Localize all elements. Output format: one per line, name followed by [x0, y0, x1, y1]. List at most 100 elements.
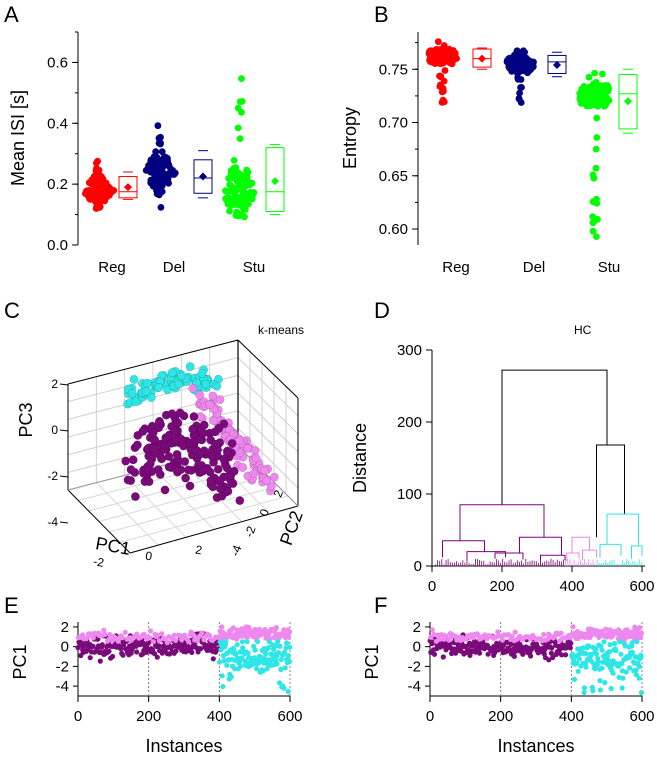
- cube-edge: [129, 505, 299, 554]
- instance-point-cyan: [610, 658, 616, 664]
- cluster-purple-point: [138, 426, 148, 436]
- x-tick-label: Reg: [442, 259, 470, 276]
- z-tick-label: 0: [51, 423, 58, 437]
- instance-point-purple: [120, 652, 126, 658]
- data-point: [248, 179, 256, 187]
- instance-point-cyan: [583, 650, 589, 657]
- y-tick-label: 0.75: [379, 61, 408, 78]
- cluster-pink-point: [250, 446, 260, 456]
- y-tick-label: 0.2: [47, 176, 68, 193]
- cluster-purple-point: [171, 464, 181, 474]
- cluster-purple-point: [219, 419, 229, 429]
- cluster-cyan-point: [212, 381, 222, 391]
- instance-point-cyan: [619, 685, 625, 691]
- instance-point-purple: [210, 656, 216, 662]
- data-point: [234, 124, 242, 132]
- data-point: [453, 55, 460, 62]
- instance-point-pink: [147, 635, 153, 641]
- y-tick-label: 0: [413, 639, 421, 656]
- x-tick-label: Stu: [243, 259, 266, 276]
- instance-point-pink: [219, 624, 225, 630]
- instance-point-purple: [463, 643, 469, 649]
- instance-point-pink: [429, 627, 435, 633]
- dendrogram-link: [582, 549, 597, 561]
- instance-point-cyan: [592, 666, 598, 672]
- instance-point-cyan: [285, 653, 291, 659]
- instance-point-purple: [549, 645, 555, 651]
- data-point: [593, 199, 601, 207]
- instance-point-cyan: [633, 667, 639, 673]
- data-point: [521, 48, 528, 56]
- data-point: [589, 100, 596, 107]
- cluster-purple-point: [160, 485, 170, 495]
- instance-point-cyan: [634, 639, 640, 645]
- data-point: [241, 192, 249, 200]
- instance-point-cyan: [224, 662, 230, 668]
- cluster-purple-point: [132, 440, 142, 450]
- instance-point-cyan: [221, 658, 227, 664]
- data-point: [96, 188, 104, 195]
- instance-point-purple: [173, 648, 179, 654]
- y-tick-label: -4: [228, 543, 245, 558]
- instance-point-pink: [172, 637, 179, 644]
- data-point: [247, 189, 255, 196]
- y-tick-label: 0.0: [47, 237, 68, 254]
- instance-point-cyan: [254, 666, 260, 672]
- x-tick-label: 200: [136, 708, 161, 725]
- cluster-purple-point: [170, 436, 180, 446]
- panel-e: PC1 Instances 2 0 -2 -4 0 200 400 600: [10, 619, 303, 756]
- data-point: [515, 95, 523, 102]
- panel-b-ylabel: Entropy: [340, 107, 360, 169]
- cluster-pink-point: [269, 472, 279, 482]
- instance-point-purple: [511, 653, 517, 660]
- data-point: [238, 108, 245, 116]
- data-point: [104, 183, 112, 191]
- instance-point-purple: [440, 654, 446, 660]
- x-tick-label: 0: [144, 549, 153, 564]
- instance-point-pink: [512, 629, 518, 635]
- cluster-purple-point: [123, 475, 133, 485]
- instance-point-pink: [437, 636, 443, 642]
- instance-point-pink: [431, 631, 437, 638]
- x-tick-label: 600: [277, 708, 302, 725]
- instance-point-cyan: [598, 643, 604, 649]
- panel-letter-a: A: [4, 2, 19, 27]
- dendrogram-link: [494, 552, 524, 560]
- x-tick-label: 600: [629, 708, 654, 725]
- cube-edge: [67, 489, 131, 554]
- dendrogram-link: [519, 536, 562, 556]
- instance-point-cyan: [244, 639, 250, 645]
- mean-marker: [124, 183, 132, 192]
- instance-point-purple: [477, 650, 483, 656]
- x-tick-label: Del: [163, 259, 186, 276]
- instance-point-cyan: [612, 640, 618, 647]
- cluster-purple-point: [143, 465, 153, 475]
- instance-point-cyan: [602, 680, 608, 686]
- instance-point-pink: [199, 630, 205, 636]
- cluster-pink-point: [238, 463, 248, 472]
- data-point: [150, 165, 158, 173]
- box: [472, 48, 492, 68]
- instance-point-cyan: [583, 664, 589, 670]
- panel-d-title: HC: [574, 323, 592, 337]
- instance-point-cyan: [232, 666, 238, 672]
- instance-point-cyan: [597, 678, 603, 684]
- cluster-cyan-point: [131, 397, 141, 407]
- data-point: [449, 48, 457, 56]
- mean-marker: [199, 172, 207, 181]
- cluster-purple-point: [181, 473, 191, 483]
- instance-point-pink: [159, 631, 165, 637]
- instance-point-cyan: [597, 687, 604, 693]
- z-tick-label: 2: [51, 377, 58, 391]
- cluster-pink-point: [205, 400, 215, 410]
- instance-point-purple: [99, 642, 105, 648]
- cluster-cyan-point: [146, 393, 156, 402]
- instance-point-pink: [638, 634, 644, 641]
- cluster-purple-point: [186, 465, 196, 475]
- data-point: [234, 200, 242, 208]
- instance-point-purple: [90, 643, 96, 649]
- instance-point-cyan: [281, 685, 287, 691]
- instance-point-cyan: [571, 676, 578, 683]
- data-point: [157, 139, 165, 147]
- instance-point-pink: [191, 632, 197, 639]
